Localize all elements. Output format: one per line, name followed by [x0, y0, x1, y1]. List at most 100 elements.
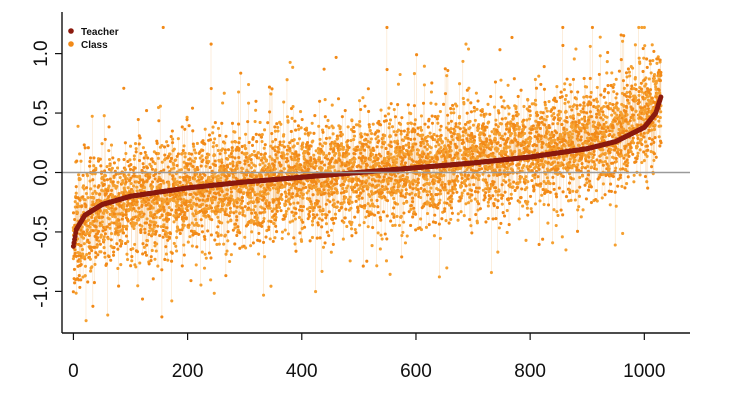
class-point — [201, 198, 205, 202]
class-point — [81, 173, 85, 177]
class-point — [223, 151, 227, 155]
class-point — [124, 241, 128, 246]
class-point — [167, 205, 171, 210]
class-point — [148, 175, 152, 179]
class-point — [121, 213, 125, 218]
class-point — [257, 133, 262, 137]
class-point — [144, 253, 149, 257]
class-point — [103, 137, 107, 141]
class-point — [128, 144, 133, 148]
class-point — [207, 153, 211, 157]
class-point — [115, 184, 119, 188]
class-point — [94, 255, 98, 259]
class-point — [165, 231, 169, 235]
class-point — [86, 280, 90, 284]
class-point — [222, 164, 226, 168]
class-point — [83, 274, 87, 278]
class-point — [235, 201, 239, 205]
class-point — [193, 168, 197, 173]
class-point — [86, 196, 90, 200]
class-point — [129, 176, 133, 180]
class-point — [117, 192, 121, 196]
class-point — [213, 121, 217, 125]
class-point — [163, 257, 167, 261]
class-point — [165, 193, 169, 197]
class-point — [237, 90, 241, 94]
class-point — [121, 231, 126, 235]
class-point — [126, 240, 130, 244]
class-point — [180, 193, 184, 197]
class-point — [217, 242, 221, 246]
class-point — [239, 188, 243, 192]
class-point — [131, 189, 135, 193]
class-point — [247, 140, 251, 145]
class-point — [166, 258, 170, 262]
class-point — [91, 192, 95, 196]
class-point — [170, 208, 174, 212]
class-point — [143, 227, 147, 231]
class-point — [134, 221, 138, 225]
class-point — [109, 232, 114, 236]
class-point — [122, 158, 126, 162]
class-point — [231, 149, 235, 153]
class-point — [140, 210, 144, 214]
class-point — [83, 264, 88, 268]
class-point — [211, 131, 215, 135]
class-point — [156, 224, 160, 228]
class-point — [211, 174, 215, 178]
class-point — [77, 274, 81, 278]
class-point — [231, 164, 235, 168]
class-point — [81, 184, 86, 188]
class-point — [230, 140, 234, 144]
class-point — [158, 104, 162, 108]
class-point — [152, 225, 156, 229]
class-point — [159, 178, 163, 183]
class-point — [238, 198, 242, 202]
class-point — [155, 141, 159, 145]
class-point — [214, 196, 218, 200]
class-point — [212, 291, 216, 295]
class-point — [209, 206, 214, 210]
class-point — [179, 204, 184, 208]
class-point — [223, 197, 227, 201]
class-point — [105, 165, 109, 169]
class-point — [228, 162, 232, 166]
class-point — [92, 281, 96, 285]
class-point — [258, 163, 262, 167]
class-point — [182, 144, 186, 148]
class-point — [159, 184, 163, 188]
class-point — [88, 159, 92, 164]
class-point — [94, 191, 98, 195]
class-point — [81, 195, 85, 199]
class-point — [243, 235, 247, 239]
class-point — [77, 173, 81, 177]
class-point — [208, 204, 212, 208]
class-point — [220, 121, 224, 125]
class-point — [192, 201, 196, 205]
class-point — [174, 216, 178, 220]
class-point — [175, 229, 179, 233]
class-point — [111, 253, 116, 257]
class-point — [249, 158, 253, 162]
class-point — [227, 214, 231, 218]
class-point — [91, 200, 95, 204]
class-point — [115, 223, 119, 227]
class-point — [233, 226, 237, 230]
class-point — [73, 281, 77, 285]
class-point — [230, 155, 234, 159]
class-point — [151, 277, 155, 281]
class-point — [185, 208, 190, 213]
class-point — [77, 204, 81, 208]
class-point — [172, 163, 176, 167]
class-point — [72, 267, 77, 271]
class-point — [133, 166, 137, 170]
class-point — [79, 278, 83, 282]
class-point — [82, 230, 86, 234]
class-point — [209, 256, 213, 260]
class-point — [143, 231, 147, 235]
class-point — [175, 249, 179, 253]
class-point — [88, 225, 92, 229]
class-point — [147, 198, 151, 202]
class-point — [191, 142, 195, 146]
